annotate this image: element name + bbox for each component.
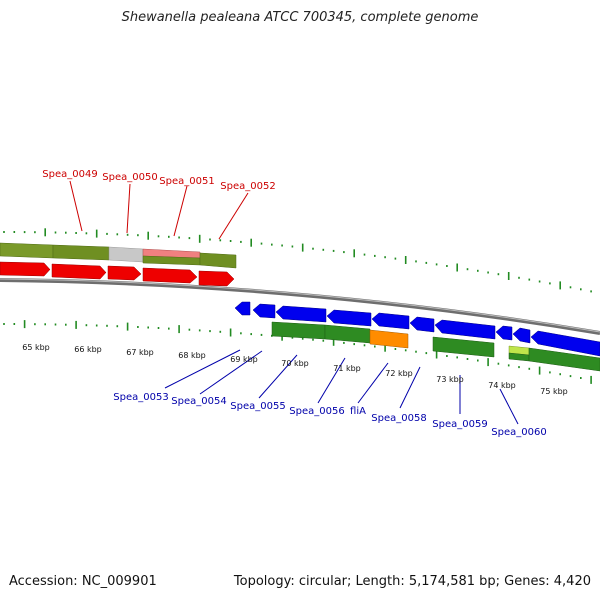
gene-label-forward[interactable]: Spea_0050 [102,172,157,183]
kbp-label: 65 kbp [22,343,50,352]
callout-line [399,366,421,409]
forward-tick-ring [3,228,592,293]
gene-label-reverse[interactable]: Spea_0058 [371,413,426,424]
cds-arrow[interactable] [495,325,513,341]
cds-arrow[interactable] [51,263,107,280]
cds-arrow[interactable] [326,309,372,327]
gene-block[interactable] [528,347,600,372]
callout-line [218,192,249,240]
callout-line [69,180,83,232]
cds-arrow[interactable] [275,305,327,323]
callout-line [357,362,389,404]
gene-block[interactable] [0,242,54,259]
callout-line [499,388,519,425]
gene-block[interactable] [432,336,495,358]
callout-line [126,183,131,234]
kbp-label: 73 kbp [436,375,464,384]
gene-block[interactable] [52,244,110,261]
gene-label-reverse[interactable]: Spea_0056 [289,406,344,417]
kbp-label: 67 kbp [126,348,154,357]
cds-arrow[interactable] [142,267,198,284]
gene-block[interactable] [108,246,144,263]
gene-label-reverse[interactable]: Spea_0060 [491,427,546,438]
backbone-highlight [0,278,600,333]
gene-label-reverse[interactable]: Spea_0055 [230,401,285,412]
gene-label-reverse[interactable]: Spea_0053 [113,392,168,403]
callout-line [317,357,346,404]
kbp-label: 70 kbp [281,359,309,368]
gene-label-forward[interactable]: Spea_0051 [159,176,214,187]
accession-text: Accession: NC_009901 [9,574,157,589]
kbp-label: 71 kbp [333,364,361,373]
genome-summary-text: Topology: circular; Length: 5,174,581 bp… [233,574,591,589]
cds-arrow[interactable] [512,327,531,344]
kbp-label: 75 kbp [540,387,568,396]
gene-label-reverse[interactable]: Spea_0059 [432,419,487,430]
cds-arrow[interactable] [434,319,496,340]
gene-block[interactable] [199,252,237,269]
kbp-scale-labels: 65 kbp 66 kbp 67 kbp 68 kbp 69 kbp 70 kb… [22,343,568,396]
reverse-cds-row [234,301,600,357]
callout-line [173,185,188,237]
backbone-track [0,278,600,335]
gene-label-forward[interactable]: Spea_0049 [42,169,97,180]
reverse-feature-row [271,321,600,372]
cds-arrow[interactable] [234,301,251,316]
gene-label-reverse[interactable]: Spea_0054 [171,396,226,407]
kbp-label: 69 kbp [230,355,258,364]
gene-label-reverse[interactable]: fliA [350,406,366,417]
callout-line [199,350,263,395]
forward-gene-labels: Spea_0049 Spea_0050 Spea_0051 Spea_0052 [42,169,276,240]
cds-arrow[interactable] [530,330,600,357]
gene-block[interactable] [271,321,326,340]
cds-arrow[interactable] [198,270,235,287]
kbp-label: 66 kbp [74,345,102,354]
gene-block[interactable] [324,324,371,344]
cds-arrow[interactable] [409,316,435,333]
forward-cds-row [0,261,235,287]
map-title: Shewanella pealeana ATCC 700345, complet… [121,10,479,25]
callout-line [258,354,298,399]
kbp-label: 72 kbp [385,369,413,378]
callout-line [164,349,241,389]
kbp-label: 74 kbp [488,381,516,390]
cds-arrow[interactable] [0,261,51,277]
cds-arrow[interactable] [252,303,276,319]
cds-arrow[interactable] [371,312,410,330]
forward-feature-row [0,242,237,269]
gene-block[interactable] [369,329,409,349]
reverse-gene-labels: Spea_0053 Spea_0054 Spea_0055 Spea_0056 … [113,349,547,438]
cds-arrow[interactable] [107,265,142,281]
kbp-label: 68 kbp [178,351,206,360]
gene-label-forward[interactable]: Spea_0052 [220,181,275,192]
